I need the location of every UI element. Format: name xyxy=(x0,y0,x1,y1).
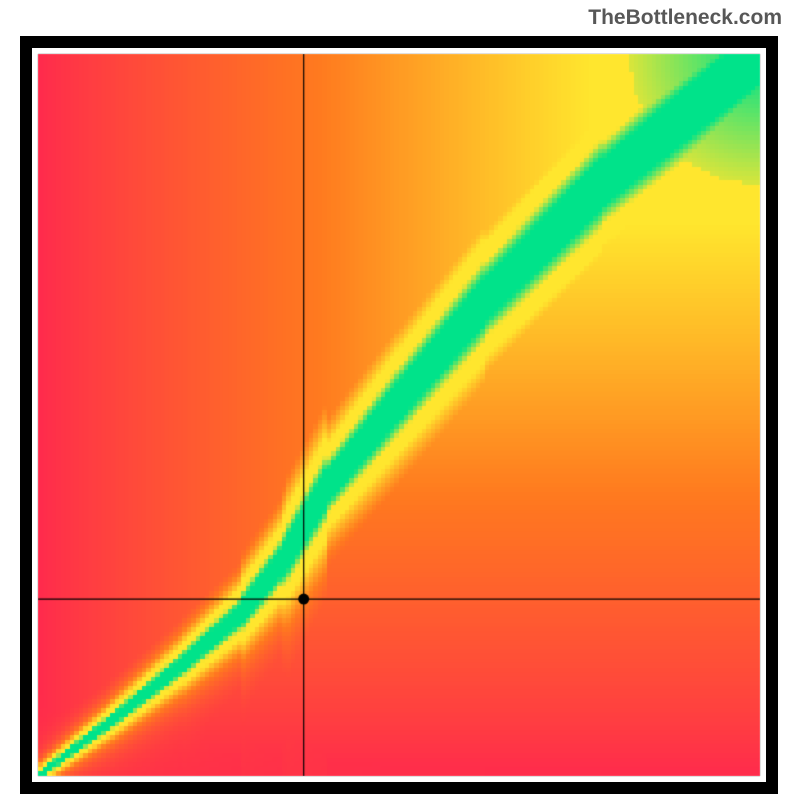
overlay-canvas xyxy=(32,48,766,782)
chart-container: TheBottleneck.com xyxy=(0,0,800,800)
plot-frame xyxy=(20,36,778,794)
attribution-text: TheBottleneck.com xyxy=(588,6,782,30)
